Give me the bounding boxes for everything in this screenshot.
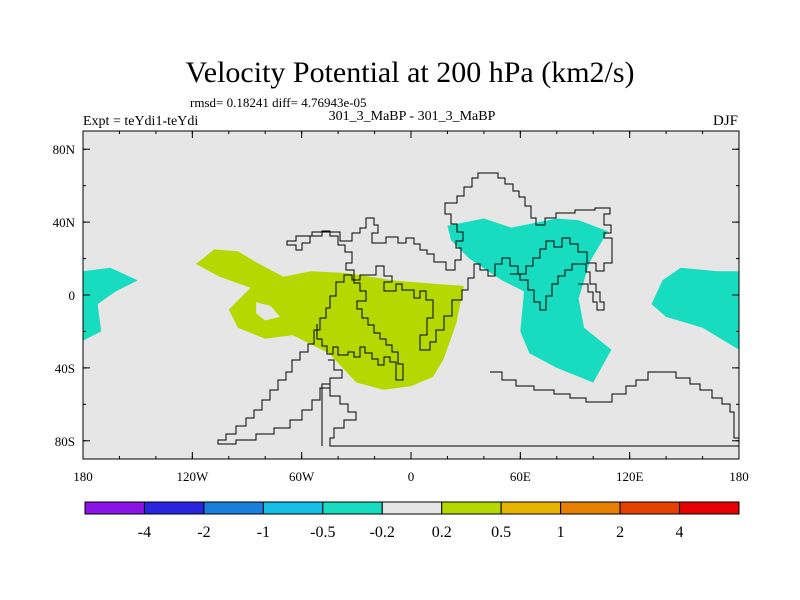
colorbar-label: 4 [676, 524, 684, 541]
x-tick-label: 120E [616, 469, 644, 484]
colorbar-label: -1 [257, 524, 270, 541]
coastlines [217, 172, 740, 447]
colorbar-box [381, 501, 443, 515]
coastline-africa-eurasia [286, 230, 404, 381]
colorbar-box [500, 501, 562, 515]
chart-title: Velocity Potential at 200 hPa (km2/s) [185, 56, 634, 89]
colorbar-box [84, 501, 145, 515]
colorbar-box [143, 501, 205, 515]
coastline-india [510, 263, 578, 311]
x-tick-label: 0 [408, 469, 415, 484]
region-indian-ocean-negative [447, 218, 612, 383]
chart-subtitle: rmsd= 0.18241 diff= 4.76943e-05 [190, 95, 367, 110]
map-axes: 180 120W 60W 0 60E 120E 180 80N 40N 0 40S 80S [53, 131, 749, 484]
colorbar-box [560, 501, 621, 515]
coastline-southeast-asia [578, 263, 605, 311]
region-west-pacific-negative [83, 267, 138, 341]
season-label: DJF [713, 113, 738, 129]
coastline-europe [336, 172, 613, 351]
colorbar-box [203, 501, 264, 515]
x-tick-label: 60E [510, 469, 531, 484]
y-tick-label: 0 [69, 288, 76, 303]
colorbar-box [679, 501, 740, 515]
x-tick-label: 60W [289, 469, 315, 484]
case-label: 301_3_MaBP - 301_3_MaBP [329, 109, 496, 124]
coastline-south-america [217, 274, 368, 445]
colorbar: -4 -2 -1 -0.5 -0.2 0.2 0.5 1 2 4 [84, 501, 740, 541]
colorbar-label: -0.5 [310, 524, 335, 541]
y-tick-label: 80S [55, 434, 75, 449]
colorbar-box [619, 501, 681, 515]
x-tick-label: 180 [729, 469, 749, 484]
colorbar-label: -4 [138, 524, 151, 541]
y-tick-label: 40S [55, 361, 75, 376]
coastline-antarctica [321, 371, 740, 447]
colorbar-box [441, 501, 502, 515]
y-tick-label: 40N [53, 215, 76, 230]
region-maritime-continent-negative [651, 267, 739, 350]
colorbar-box [322, 501, 383, 515]
colorbar-label: 0.2 [432, 524, 452, 541]
colorbar-label: 1 [557, 524, 565, 541]
x-tick-label: 180 [73, 469, 93, 484]
experiment-label: Expt = teYdi1-teYdi [83, 114, 198, 129]
colorbar-label: -2 [197, 524, 210, 541]
colorbar-label: -0.2 [370, 524, 395, 541]
colorbar-box [262, 501, 324, 515]
y-tick-label: 80N [53, 142, 76, 157]
colorbar-label: 0.5 [491, 524, 511, 541]
colorbar-label: 2 [616, 524, 624, 541]
x-tick-label: 120W [176, 469, 209, 484]
region-east-pacific-positive-hole [256, 302, 280, 321]
